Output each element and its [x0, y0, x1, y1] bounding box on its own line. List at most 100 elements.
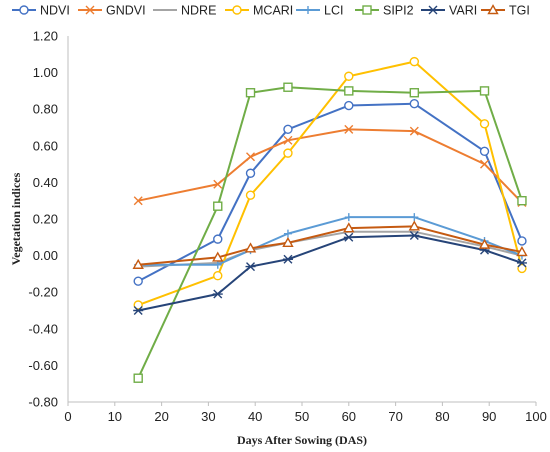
data-point-vari	[245, 262, 256, 272]
series-group	[132, 56, 528, 383]
data-point-sipi2	[344, 86, 354, 96]
data-point-sipi2	[245, 88, 256, 98]
series-line-vari	[137, 234, 523, 312]
legend-item-tgi: TGI	[481, 4, 530, 18]
data-point-mcari	[283, 148, 293, 158]
data-point-mcari	[344, 71, 354, 81]
x-tick-label: 100	[525, 409, 547, 424]
legend-swatch-marker	[362, 5, 372, 15]
data-point-tgi	[343, 222, 355, 233]
data-point-vari	[133, 306, 144, 315]
x-tick-label: 20	[154, 409, 168, 424]
legend-swatch-marker	[85, 5, 95, 15]
data-point-tgi	[212, 251, 224, 262]
x-tick-label: 50	[295, 409, 309, 424]
legend-item-lci: LCI	[296, 4, 343, 18]
data-point-sipi2	[409, 88, 420, 98]
legend-label: GNDVI	[106, 4, 146, 18]
axes: -0.80 -0.60 -0.40 -0.20 0.00 0.20 0.40 0.60 0.80…	[28, 29, 546, 425]
x-axis-title: Days After Sowing (DAS)	[237, 433, 367, 447]
y-tick-label: -0.40	[28, 321, 58, 336]
data-point-sipi2	[479, 86, 490, 96]
data-point-lci	[410, 213, 419, 222]
data-point-sipi2	[283, 82, 293, 92]
data-point-sipi2	[517, 195, 527, 206]
legend-label: LCI	[324, 4, 343, 18]
legend-item-ndre: NDRE	[153, 4, 216, 18]
y-tick-label: 0.60	[33, 138, 58, 153]
data-point-ndvi	[133, 276, 143, 286]
data-point-tgi	[478, 238, 491, 249]
legend-label: NDVI	[40, 4, 70, 18]
data-point-ndvi	[517, 236, 527, 246]
series-tgi	[132, 220, 528, 269]
legend-swatch-marker	[487, 4, 499, 15]
data-point-vari	[343, 232, 354, 242]
legend-label: VARI	[449, 4, 477, 18]
legend-label: MCARI	[253, 4, 293, 18]
legend-label: TGI	[509, 4, 530, 18]
series-line-ndvi	[137, 102, 523, 283]
data-point-gndvi	[246, 152, 256, 162]
series-line-mcari	[137, 60, 523, 306]
legend-swatch-marker	[232, 5, 242, 15]
y-tick-label: 1.20	[33, 29, 58, 44]
legend-swatch-marker	[304, 6, 312, 14]
data-point-gndvi	[283, 135, 293, 145]
y-tick-label: 0.20	[33, 212, 58, 227]
x-tick-label: 10	[108, 409, 122, 424]
data-point-gndvi	[344, 124, 354, 134]
x-tick-label: 30	[201, 409, 215, 424]
data-point-tgi	[244, 242, 257, 253]
x-tick-label: 90	[482, 409, 496, 424]
data-point-tgi	[282, 236, 294, 247]
legend-item-mcari: MCARI	[225, 4, 293, 18]
y-tick-label: -0.60	[28, 358, 58, 373]
data-point-mcari	[245, 190, 256, 200]
legend: NDVI GNDVI NDRE MCARI LCI SIPI2 VARI TGI	[12, 4, 530, 18]
data-point-gndvi	[409, 126, 419, 136]
data-point-vari	[409, 230, 420, 240]
y-tick-label: 1.00	[33, 65, 58, 80]
y-tick-label: -0.80	[28, 395, 58, 410]
legend-item-vari: VARI	[421, 4, 477, 18]
data-point-lci	[213, 260, 222, 269]
data-point-ndvi	[283, 124, 293, 135]
data-point-sipi2	[213, 201, 223, 211]
data-point-tgi	[408, 220, 421, 231]
series-mcari	[133, 56, 527, 310]
data-point-mcari	[409, 56, 420, 67]
x-tick-label: 40	[248, 409, 262, 424]
data-point-mcari	[213, 271, 223, 281]
series-line-lci	[138, 216, 523, 266]
series-ndvi	[133, 99, 527, 286]
data-point-tgi	[516, 246, 528, 257]
y-tick-label: 0.40	[33, 175, 58, 190]
data-point-sipi2	[133, 373, 143, 383]
data-point-lci	[283, 229, 292, 238]
y-tick-label: 0.00	[33, 248, 58, 263]
x-tick-label: 70	[388, 409, 402, 424]
series-line-gndvi	[137, 128, 523, 204]
data-point-gndvi	[133, 196, 143, 206]
data-point-ndvi	[213, 234, 223, 244]
data-point-ndvi	[344, 100, 354, 111]
legend-swatch-marker	[19, 5, 29, 15]
data-point-mcari	[133, 300, 143, 310]
data-point-lci	[344, 213, 353, 222]
series-line-sipi2	[137, 86, 523, 379]
data-point-ndvi	[479, 146, 490, 156]
legend-swatch-marker	[428, 5, 438, 15]
data-point-ndvi	[245, 168, 256, 178]
data-point-vari	[212, 289, 223, 299]
series-line-ndre	[138, 230, 523, 268]
data-point-mcari	[517, 263, 527, 274]
series-line-tgi	[138, 225, 523, 266]
data-point-gndvi	[213, 179, 223, 189]
legend-item-ndvi: NDVI	[12, 4, 70, 18]
data-point-mcari	[479, 119, 490, 129]
data-point-gndvi	[480, 159, 490, 169]
y-tick-label: 0.80	[33, 102, 58, 117]
data-point-vari	[282, 254, 293, 264]
